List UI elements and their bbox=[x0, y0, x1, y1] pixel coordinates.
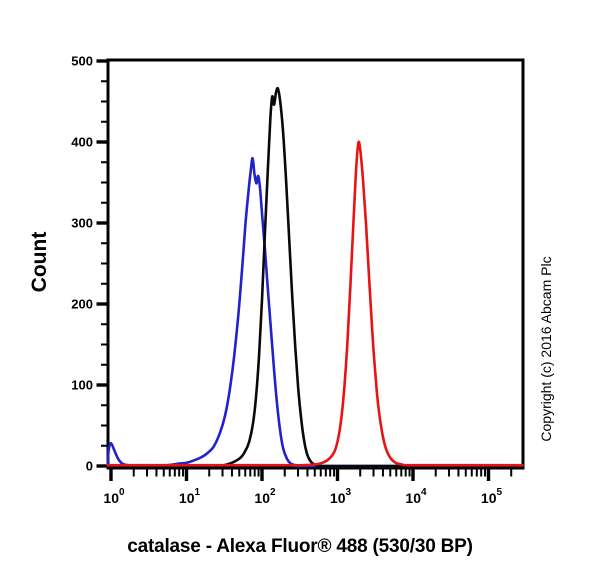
y-tick-label: 400 bbox=[71, 135, 93, 150]
y-tick-label: 0 bbox=[86, 459, 93, 474]
curve-red-histogram bbox=[106, 140, 524, 467]
x-tick-label: 101 bbox=[179, 487, 201, 506]
x-tick-label: 105 bbox=[481, 487, 503, 506]
x-tick-label: 100 bbox=[103, 487, 125, 506]
y-tick-label: 300 bbox=[71, 216, 93, 231]
y-tick-label: 100 bbox=[71, 378, 93, 393]
y-axis-title: Count bbox=[28, 231, 51, 293]
x-tick-label: 104 bbox=[405, 487, 427, 506]
x-tick-label: 103 bbox=[330, 487, 352, 506]
curve-blue-histogram bbox=[106, 156, 524, 468]
curve-black-histogram bbox=[106, 86, 524, 468]
y-tick-label: 500 bbox=[71, 54, 93, 69]
copyright-text: Copyright (c) 2016 Abcam Plc bbox=[538, 256, 554, 442]
plot-frame bbox=[106, 58, 525, 470]
chart-title: catalase - Alexa Fluor® 488 (530/30 BP) bbox=[127, 536, 473, 557]
x-tick-label: 102 bbox=[254, 487, 276, 506]
y-tick-label: 200 bbox=[71, 297, 93, 312]
